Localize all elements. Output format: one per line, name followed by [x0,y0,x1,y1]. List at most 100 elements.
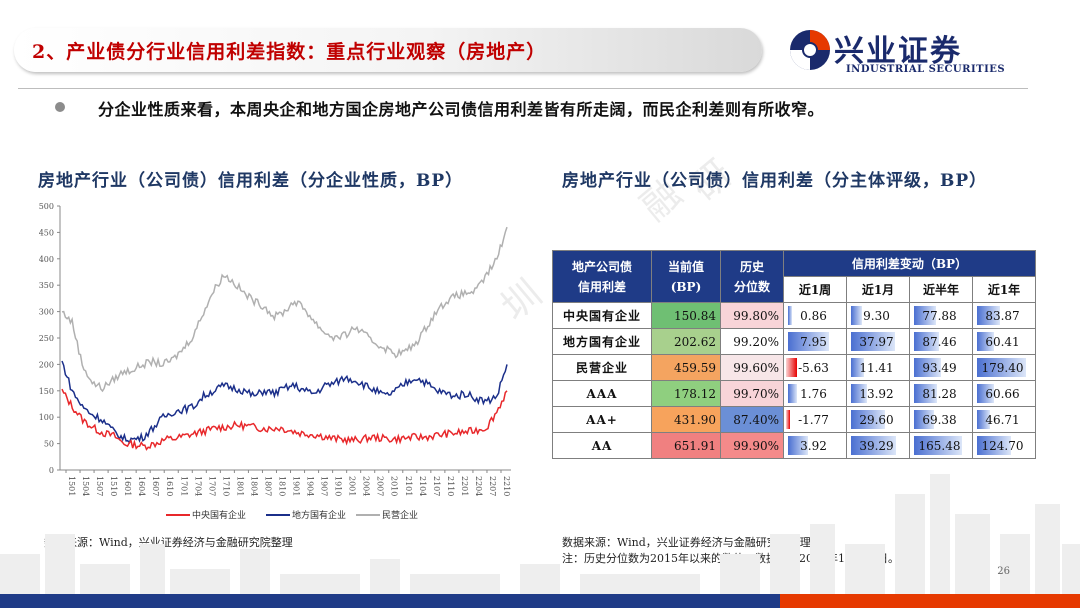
y-tick-label: 150 [39,387,54,396]
change-y1: 60.66 [972,380,1036,407]
change-label: 29.60 [859,412,894,427]
header-percentile: 历史 分位数 [720,250,784,303]
change-bar [788,332,830,351]
left-chart-title: 房地产行业（公司债）信用利差（分企业性质，BP） [38,171,464,191]
change-m1: 37.97 [846,328,910,355]
table-row: AAA 178.12 99.70% 1.76 13.92 81.28 60.66 [552,380,1036,407]
x-tick-label: 1901 [292,476,301,496]
change-bar [914,410,935,429]
change-bar [914,358,941,377]
change-h6: 165.48 [909,432,973,459]
x-tick-label: 1510 [109,476,118,496]
x-tick-label: 1807 [263,476,272,496]
header-1w: 近1周 [783,276,847,303]
change-label: 81.28 [922,386,957,401]
x-tick-label: 2110 [446,476,455,496]
header-name-line1: 地产公司债 [571,259,632,274]
change-bar [786,410,790,429]
change-label: 83.87 [985,308,1020,323]
percentile-value: 99.80% [720,302,784,329]
x-tick-label: 1610 [165,476,174,496]
x-tick-label: 2010 [390,476,399,496]
x-tick-label: 2001 [348,476,357,496]
current-value: 459.59 [651,354,721,381]
change-label: 93.49 [922,360,957,375]
x-tick-label: 1507 [95,476,104,496]
change-w1: -1.77 [783,406,847,433]
current-value: 651.91 [651,432,721,459]
change-bar [851,410,886,429]
y-tick-label: 400 [39,255,54,264]
spread-line-chart: 0 50 100 150 200 250 300 350 400 450 500 1501 1504 15… [39,202,511,521]
change-label: 165.48 [918,438,961,453]
change-bar [788,436,809,455]
change-m1: 29.60 [846,406,910,433]
y-tick-label: 50 [44,440,54,449]
change-bar [851,306,862,325]
change-w1: -5.63 [783,354,847,381]
x-tick-label: 1904 [306,476,315,496]
header-current-line1: 当前值 [667,259,704,274]
change-bar [977,384,994,403]
legend-label: 中央国有企业 [192,509,246,521]
y-tick-label: 300 [39,308,54,317]
row-name: AA+ [552,406,652,433]
percentile-value: 99.20% [720,328,784,355]
change-label: -5.63 [798,360,829,375]
spread-table: 地产公司债 信用利差 当前值 (BP) 历史 分位数 信用利差变动（BP） 近1… [552,250,1036,459]
change-bar [977,306,1000,325]
change-m1: 9.30 [846,302,910,329]
header-percentile-line1: 历史 [739,259,764,274]
change-label: 39.29 [859,438,894,453]
header-change-group: 信用利差变动（BP） [783,250,1036,277]
change-w1: 0.86 [783,302,847,329]
x-tick-label: 1707 [207,476,216,496]
x-tick-label: 1710 [221,476,230,496]
x-tick-label: 1601 [123,476,132,496]
current-value: 202.62 [651,328,721,355]
page-number: 26 [997,566,1010,577]
change-bar [914,332,940,351]
change-y1: 179.40 [972,354,1036,381]
header-1y: 近1年 [972,276,1036,303]
company-logo: 兴业证券 INDUSTRIAL SECURITIES [788,24,1008,80]
change-label: 7.95 [800,334,827,349]
change-bar [914,384,938,403]
x-tick-label: 2007 [376,476,385,496]
change-label: 60.66 [985,386,1020,401]
row-name: 民营企业 [552,354,652,381]
change-label: 37.97 [859,334,894,349]
y-tick-label: 250 [39,334,54,343]
percentile-value: 99.90% [720,432,784,459]
change-m1: 11.41 [846,354,910,381]
city-skyline-decoration [0,474,1080,594]
change-y1: 46.71 [972,406,1036,433]
x-tick-label: 1907 [320,476,329,496]
change-w1: 1.76 [783,380,847,407]
change-bar [786,358,798,377]
summary-text: 分企业性质来看，本周央企和地方国企房地产公司债信用利差皆有所走阔，而民企利差则有… [98,100,825,119]
header-current: 当前值 (BP) [651,250,721,303]
y-tick-label: 500 [39,202,54,211]
change-label: 0.86 [800,308,827,323]
change-bar [851,436,897,455]
right-source: 数据来源：Wind，兴业证券经济与金融研究院整理 [562,536,811,549]
change-bar [977,358,1027,377]
change-bar [977,410,990,429]
x-tick-label: 2207 [488,476,497,496]
change-bar [914,306,937,325]
y-tick-label: 450 [39,228,54,237]
change-label: 13.92 [859,386,894,401]
x-tick-label: 1704 [193,476,202,496]
change-bar [851,384,868,403]
x-tick-label: 1910 [334,476,343,496]
x-tick-label: 2204 [474,476,483,496]
header-1m: 近1月 [846,276,910,303]
change-label: 60.41 [985,334,1020,349]
logo-english-name: INDUSTRIAL SECURITIES [846,64,1006,75]
table-row: 中央国有企业 150.84 99.80% 0.86 9.30 77.88 83.87 [552,302,1036,329]
percentile-value: 99.70% [720,380,784,407]
change-label: 3.92 [800,438,827,453]
header-percentile-line2: 分位数 [733,279,770,294]
change-label: 9.30 [863,308,890,323]
